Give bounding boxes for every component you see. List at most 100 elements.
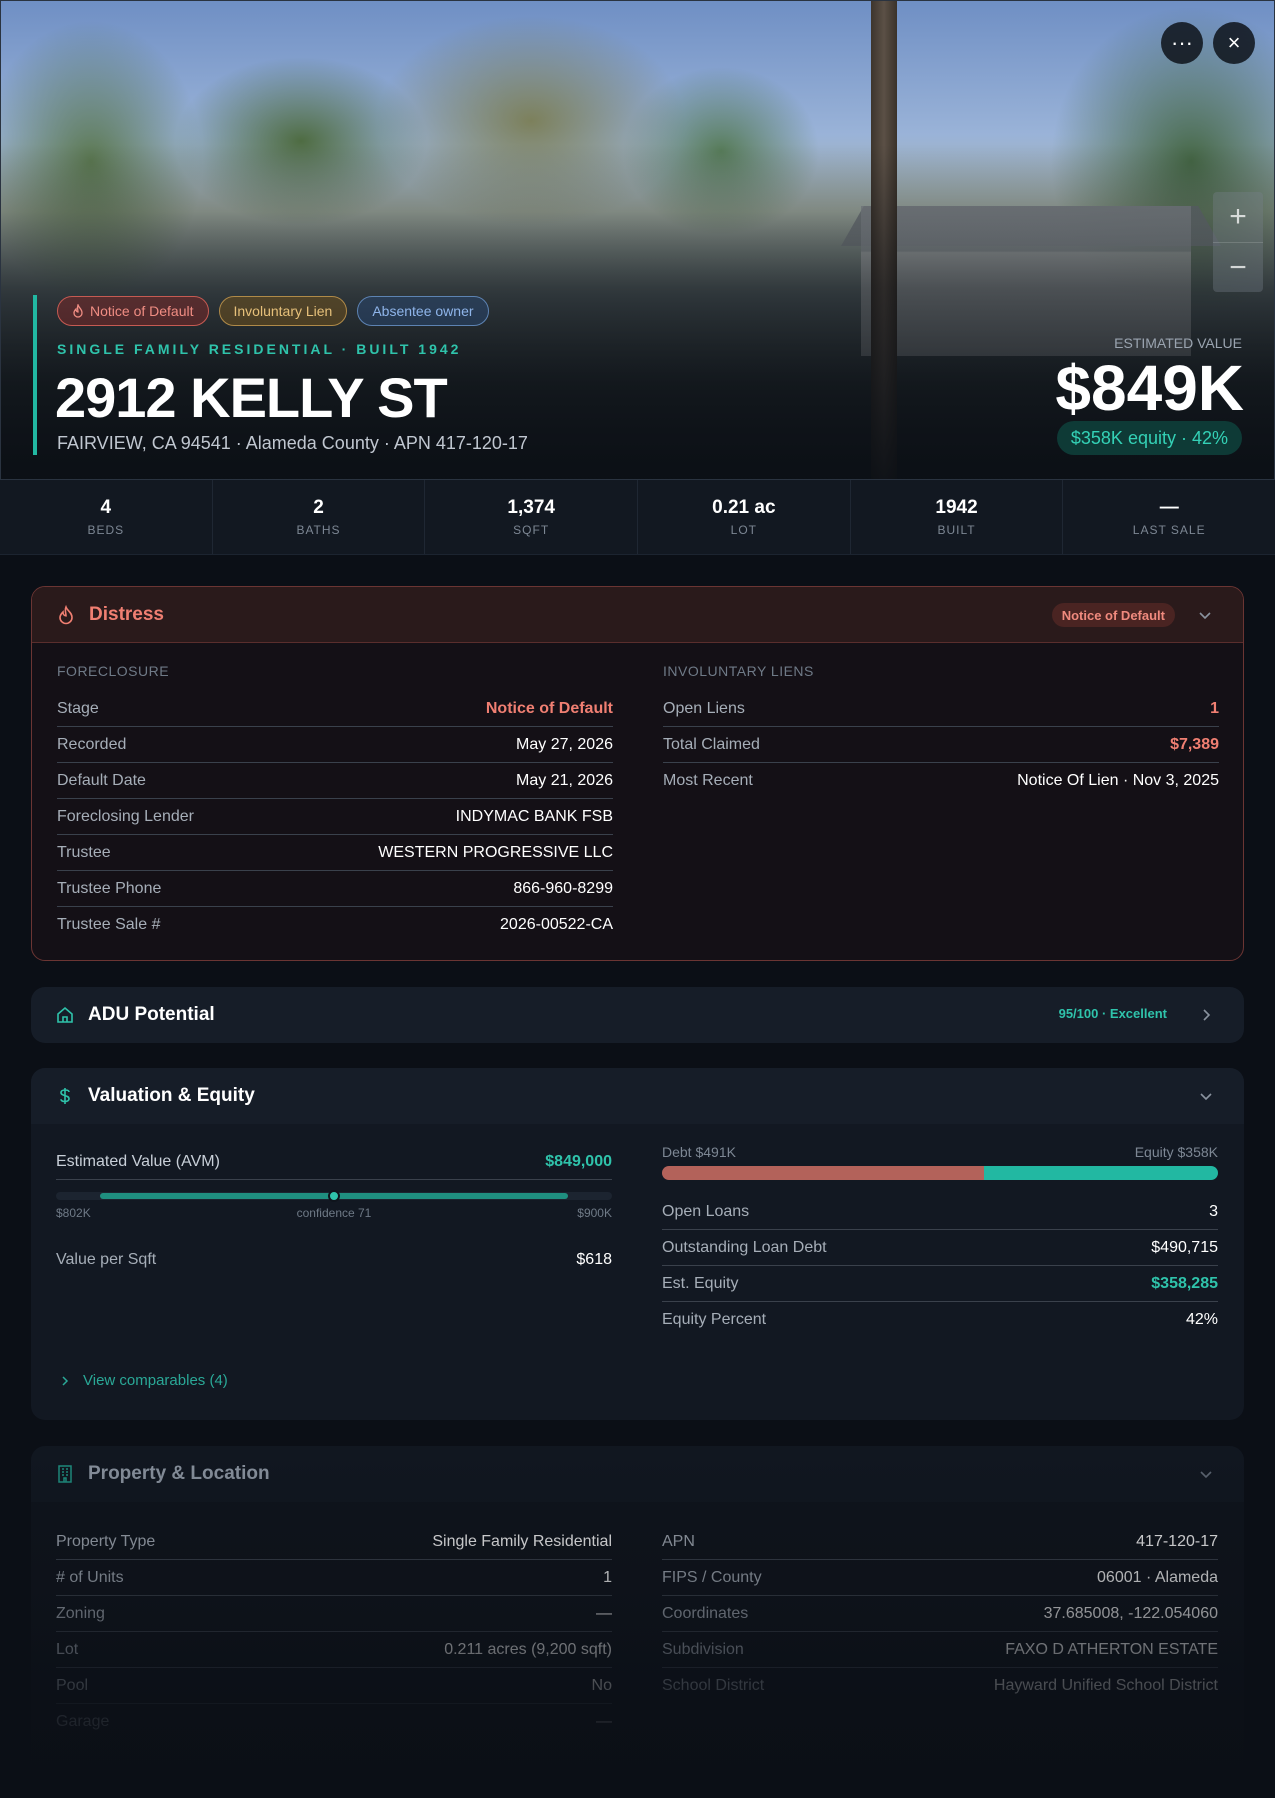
table-row: Open Loans 3	[662, 1194, 1218, 1230]
row-value: 866-960-8299	[513, 879, 613, 897]
liens-column: INVOLUNTARY LIENS Open Liens 1 Total Clai…	[663, 663, 1219, 799]
table-row: Outstanding Loan Debt $490,715	[662, 1230, 1218, 1266]
row-value: Notice of Default	[485, 699, 613, 717]
stat-beds: 4 BEDS	[0, 480, 213, 554]
dollar-icon	[60, 1088, 70, 1104]
row-key: FIPS / County	[662, 1568, 762, 1586]
valuation-section: Valuation & Equity Estimated Value (AVM)…	[31, 1068, 1244, 1420]
table-row: Default Date May 21, 2026	[57, 763, 613, 799]
tag-involuntary-lien: Involuntary Lien	[218, 296, 348, 326]
stat-label: BATHS	[296, 523, 341, 537]
row-value: WESTERN PROGRESSIVE LLC	[378, 843, 613, 861]
plus-icon: +	[1229, 200, 1247, 233]
row-key: Trustee Phone	[57, 879, 162, 897]
row-value: 06001 · Alameda	[1097, 1568, 1218, 1586]
table-row: Trustee Sale # 2026-00522-CA	[57, 907, 613, 943]
debt-equity-bar	[662, 1166, 1218, 1180]
section-title: Distress	[89, 603, 164, 625]
tag-label: Absentee owner	[372, 303, 474, 319]
table-row: Property Type Single Family Residential	[56, 1524, 612, 1560]
more-options-button[interactable]: ···	[1161, 22, 1203, 64]
row-key: Total Claimed	[663, 735, 760, 753]
row-value: 1	[603, 1568, 612, 1586]
row-value: May 21, 2026	[516, 771, 613, 789]
chevron-down-icon[interactable]	[1196, 1464, 1216, 1484]
row-key: Outstanding Loan Debt	[662, 1238, 827, 1256]
zoom-out-button[interactable]: −	[1213, 242, 1263, 292]
zoom-in-button[interactable]: +	[1213, 192, 1263, 242]
table-row: Open Liens 1	[663, 691, 1219, 727]
table-row: Foreclosing Lender INDYMAC BANK FSB	[57, 799, 613, 835]
stat-label: BUILT	[937, 523, 976, 537]
stat-label: SQFT	[513, 523, 550, 537]
row-value: $490,715	[1151, 1238, 1218, 1256]
row-key: Trustee	[57, 843, 111, 861]
stat-label: LOT	[730, 523, 758, 537]
confidence-labels: $802K confidence 71 $900K	[56, 1206, 612, 1220]
stats-bar: 4 BEDS 2 BATHS 1,374 SQFT 0.21 ac LOT 1942 BU…	[0, 480, 1275, 555]
stat-sqft: 1,374 SQFT	[425, 480, 639, 554]
table-row: Value per Sqft $618	[56, 1242, 612, 1278]
row-key: Property Type	[56, 1532, 156, 1550]
close-button[interactable]: ×	[1213, 22, 1255, 64]
adu-section[interactable]: ADU Potential 95/100 · Excellent	[31, 987, 1244, 1043]
row-key: Default Date	[57, 771, 146, 789]
estimated-value: $849K	[1055, 352, 1244, 424]
chevron-down-icon[interactable]	[1195, 605, 1215, 625]
chevron-down-icon[interactable]	[1196, 1086, 1216, 1106]
valuation-header[interactable]: Valuation & Equity	[31, 1068, 1244, 1124]
row-value: 3	[1209, 1202, 1218, 1220]
table-row: Pool No	[56, 1668, 612, 1704]
distress-header[interactable]: Distress Notice of Default	[32, 587, 1243, 643]
row-value: —	[596, 1604, 612, 1622]
row-value: Single Family Residential	[432, 1532, 612, 1550]
property-subtitle: SINGLE FAMILY RESIDENTIAL · BUILT 1942	[57, 341, 462, 357]
row-value: No	[591, 1676, 612, 1694]
distress-section: Distress Notice of Default FORECLOSURE S…	[31, 586, 1244, 961]
stat-built: 1942 BUILT	[851, 480, 1064, 554]
chevron-right-icon[interactable]	[1196, 1005, 1216, 1025]
row-key: School District	[662, 1677, 765, 1694]
tag-absentee-owner: Absentee owner	[357, 296, 489, 326]
row-value: May 27, 2026	[516, 735, 613, 753]
avm-row: Estimated Value (AVM) $849,000	[56, 1144, 612, 1180]
tag-label: Involuntary Lien	[233, 303, 333, 319]
table-row: Garage —	[56, 1704, 612, 1740]
table-row: Zoning —	[56, 1596, 612, 1632]
status-badge: Notice of Default	[1051, 603, 1175, 627]
status-tags: Notice of Default Involuntary Lien Absen…	[57, 296, 489, 326]
row-value: FAXO D ATHERTON ESTATE	[1005, 1640, 1218, 1658]
flame-icon	[59, 605, 73, 625]
property-header[interactable]: Property & Location	[31, 1446, 1244, 1502]
table-row: Subdivision FAXO D ATHERTON ESTATE	[662, 1632, 1218, 1668]
stat-value: 2	[313, 497, 324, 518]
row-key: Most Recent	[663, 772, 753, 789]
tag-notice-of-default: Notice of Default	[57, 296, 209, 326]
table-row: Most Recent Notice Of Lien · Nov 3, 2025	[663, 763, 1219, 799]
property-right-column: APN 417-120-17 FIPS / County 06001 · Alame…	[662, 1524, 1218, 1704]
avm-column: Estimated Value (AVM) $849,000 $802K con…	[56, 1144, 612, 1278]
row-key: Equity Percent	[662, 1311, 767, 1328]
hero-gradient-overlay	[1, 1, 1274, 479]
row-key: Open Loans	[662, 1202, 750, 1220]
row-value: —	[596, 1713, 612, 1730]
row-value: 37.685008, -122.054060	[1043, 1604, 1218, 1622]
table-row: Trustee Phone 866-960-8299	[57, 871, 613, 907]
adu-header[interactable]: ADU Potential 95/100 · Excellent	[31, 987, 1244, 1043]
confidence-range-bar	[56, 1190, 612, 1202]
foreclosure-label: FORECLOSURE	[57, 663, 170, 679]
stat-lot: 0.21 ac LOT	[638, 480, 851, 554]
property-location: FAIRVIEW, CA 94541 · Alameda County · AP…	[57, 433, 528, 453]
debt-segment	[662, 1166, 985, 1180]
row-value: $618	[576, 1251, 612, 1268]
row-key: Stage	[57, 699, 99, 717]
property-address: 2912 KELLY ST	[55, 366, 448, 429]
table-row: Total Claimed $7,389	[663, 727, 1219, 763]
hero-banner: ··· × + − Notice of Default Involuntary …	[0, 0, 1275, 480]
table-row: Stage Notice of Default	[57, 691, 613, 727]
row-value: Hayward Unified School District	[993, 1677, 1218, 1694]
section-title: ADU Potential	[88, 1004, 215, 1025]
debt-label: Debt $491K	[662, 1144, 736, 1160]
table-row: Recorded May 27, 2026	[57, 727, 613, 763]
view-comparables-link[interactable]: View comparables (4)	[59, 1372, 228, 1389]
